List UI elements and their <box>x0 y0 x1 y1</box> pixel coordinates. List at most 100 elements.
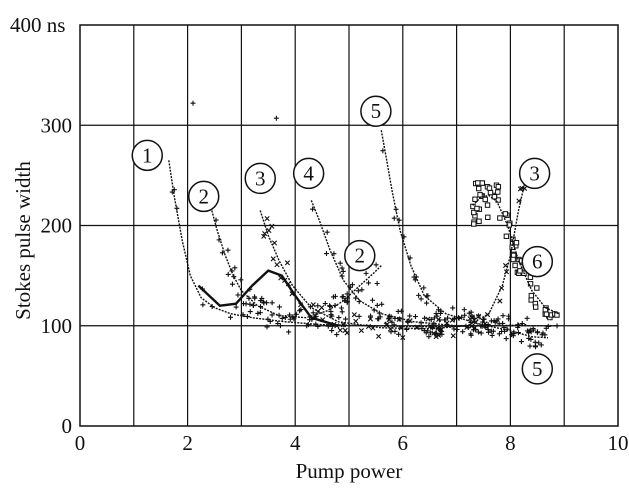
callout-circle <box>344 239 376 272</box>
data-point-series-6 <box>477 192 483 198</box>
data-point-series-4 <box>433 330 439 336</box>
fit-curve-5 <box>380 130 549 339</box>
data-point-series-6 <box>497 215 503 221</box>
data-point-series-4 <box>468 332 474 338</box>
data-point-series-4 <box>481 316 487 322</box>
data-point-series-2 <box>298 307 304 313</box>
data-point-series-5 <box>543 325 549 331</box>
data-point-series-2 <box>310 310 316 316</box>
data-point-series-4 <box>369 297 375 303</box>
data-point-series-5 <box>535 329 541 335</box>
data-point-series-2 <box>238 277 244 283</box>
curve-callout: 5 <box>360 95 392 127</box>
callout-circle <box>360 95 392 127</box>
x-tick-label: 8 <box>505 431 516 455</box>
data-point-series-5 <box>450 305 456 311</box>
data-point-series-2 <box>373 262 379 268</box>
data-point-series-5 <box>518 339 524 345</box>
data-point-series-2 <box>349 282 355 288</box>
data-point-series-5 <box>469 313 475 319</box>
data-point-series-4 <box>374 302 380 308</box>
curve-callout: 6 <box>521 245 554 278</box>
callout-label: 2 <box>198 184 209 208</box>
data-point-series-6 <box>512 262 518 269</box>
callout-label: 3 <box>529 161 540 185</box>
callout-label: 6 <box>532 250 543 274</box>
callout-label: 1 <box>142 143 153 167</box>
fit-curve-6 <box>472 194 560 315</box>
y-tick-label: 0 <box>62 414 73 438</box>
data-point-series-3 <box>353 318 359 324</box>
data-point-series-2 <box>338 305 344 311</box>
data-point-series-4 <box>340 268 346 274</box>
data-point-series-3 <box>271 240 278 246</box>
curve-callout: 3 <box>244 162 276 195</box>
data-point-series-3 <box>467 316 473 322</box>
outlier-point <box>273 115 279 121</box>
data-point-series-1 <box>264 324 270 330</box>
data-point-series-2 <box>344 300 350 306</box>
data-point-series-3 <box>351 312 357 318</box>
data-point-series-6 <box>475 180 481 186</box>
fit-curve-hump <box>197 269 339 327</box>
x-axis-title: Pump power <box>296 459 403 483</box>
callout-label: 4 <box>303 161 314 185</box>
data-point-series-1 <box>412 314 418 320</box>
curve-callout: 2 <box>344 239 376 272</box>
data-point-series-5 <box>391 215 397 221</box>
data-point-series-4 <box>379 301 385 307</box>
data-point-series-1 <box>396 331 402 337</box>
data-point-series-5 <box>526 335 532 341</box>
y-axis-title: Stokes pulse width <box>11 161 35 320</box>
data-point-series-3 <box>270 256 276 262</box>
callout-circle <box>518 157 551 190</box>
data-point-series-4 <box>339 265 345 271</box>
data-point-series-3 <box>319 305 325 311</box>
data-point-series-5 <box>401 234 407 240</box>
data-point-series-3 <box>284 260 291 266</box>
data-point-series-5 <box>532 339 538 345</box>
data-point-series-4 <box>386 316 392 322</box>
data-point-series-4 <box>478 330 484 336</box>
data-point-series-6 <box>495 197 501 203</box>
data-point-series-6 <box>532 304 539 310</box>
data-point-series-1 <box>356 313 362 319</box>
data-point-series-3 <box>337 327 343 333</box>
data-point-series-6 <box>474 205 480 212</box>
data-point-series-2 <box>322 301 328 307</box>
data-point-series-6 <box>484 202 491 208</box>
data-point-series-6 <box>495 189 501 195</box>
data-point-series-2 <box>235 292 241 298</box>
data-point-series-5 <box>433 311 439 317</box>
data-point-series-6 <box>503 233 510 239</box>
data-point-series-5 <box>499 328 505 334</box>
data-point-series-5 <box>524 328 530 334</box>
data-point-series-2 <box>366 280 372 286</box>
data-point-series-5 <box>531 327 537 333</box>
data-point-series-3 <box>497 298 503 304</box>
callout-label: 5 <box>532 357 543 381</box>
data-point-series-3 <box>367 316 374 322</box>
data-point-series-5 <box>461 307 467 313</box>
data-point-series-2 <box>269 312 275 318</box>
data-point-series-5 <box>451 316 457 322</box>
data-point-series-6 <box>517 268 523 274</box>
data-point-series-1 <box>257 310 263 316</box>
data-point-series-3 <box>344 330 350 336</box>
curve-callout: 5 <box>521 353 554 385</box>
data-point-series-2 <box>328 312 334 318</box>
data-point-series-5 <box>488 328 494 334</box>
callout-label: 3 <box>255 166 266 190</box>
fit-curve-4 <box>310 200 527 327</box>
x-tick-label: 0 <box>75 431 86 455</box>
data-point-series-3 <box>522 185 528 192</box>
data-point-series-5 <box>462 312 468 318</box>
data-point-series-4 <box>355 288 361 294</box>
data-point-series-1 <box>334 332 340 338</box>
data-point-series-2 <box>363 270 369 276</box>
data-point-series-6 <box>527 281 534 287</box>
data-point-series-5 <box>407 255 413 261</box>
data-point-series-2 <box>340 294 346 300</box>
fit-curve-3 <box>259 175 528 330</box>
